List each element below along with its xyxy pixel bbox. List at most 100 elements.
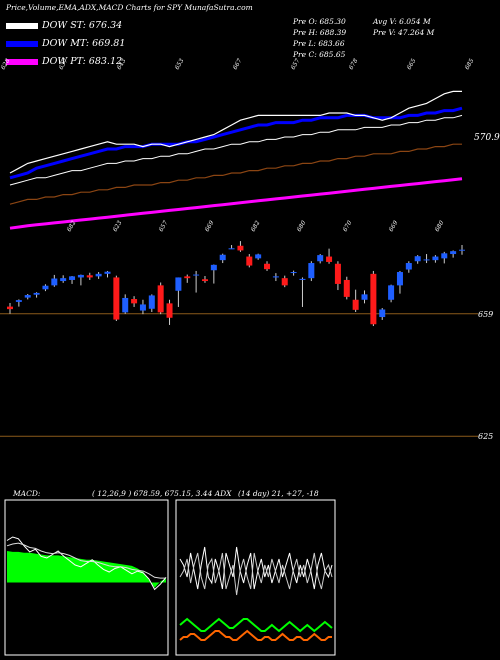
- candle-body-27: [246, 256, 253, 266]
- candle-body-32: [290, 272, 297, 274]
- candle-body-47: [423, 259, 430, 261]
- candle-body-35: [317, 255, 324, 262]
- overlay-tick-label-1: 637: [58, 57, 70, 71]
- overlay-tick-label-7: 665: [406, 57, 418, 71]
- candle-body-9: [86, 275, 93, 278]
- stat-high-value: 688.39: [319, 28, 347, 37]
- adx-plus-di-line: [179, 546, 333, 590]
- candle-body-48: [432, 256, 439, 261]
- candle-body-43: [388, 285, 395, 300]
- candle-body-4: [42, 285, 49, 290]
- candle-body-42: [379, 309, 386, 318]
- overlay-tick-label-4: 667: [232, 57, 244, 71]
- legend-item-st: DOW ST: 676.34: [6, 18, 125, 33]
- overlay-tick-label-5: 657: [290, 57, 302, 71]
- candle-body-18: [166, 303, 173, 318]
- avg-volume: Avg V: 6.054 M: [373, 17, 431, 26]
- ema-legend: DOW ST: 676.34 DOW MT: 669.81 DOW PT: 68…: [6, 18, 125, 72]
- candle-body-25: [228, 248, 235, 250]
- candle-body-45: [405, 263, 412, 270]
- candle-body-49: [441, 253, 448, 259]
- stat-high: Pre H: 688.39: [293, 28, 346, 37]
- chart-title: Price,Volume,EMA,ADX,MACD Charts for SPY…: [6, 3, 253, 12]
- stat-low-label: Pre L:: [293, 39, 316, 48]
- overlay-tick-label-lower-0: 682: [66, 219, 78, 233]
- adx-minus-di-line: [179, 552, 333, 596]
- candle-body-36: [326, 256, 333, 262]
- candle-body-37: [334, 263, 341, 284]
- candle-body-3: [33, 292, 40, 295]
- candle-body-39: [352, 299, 359, 310]
- candle-body-6: [60, 278, 67, 282]
- candle-body-40: [361, 294, 368, 300]
- price-level-label-0: 659: [478, 310, 493, 319]
- candles: [7, 241, 465, 327]
- candle-body-51: [459, 249, 465, 251]
- stat-open-label: Pre O:: [293, 17, 318, 26]
- ema-long-line: [9, 143, 462, 205]
- overlay-tick-label-lower-8: 680: [434, 219, 446, 233]
- candle-body-22: [201, 279, 208, 282]
- macd-values: ( 12,26,9 ) 678.59, 675.15, 3.44 ADX: [92, 489, 232, 498]
- legend-label-pt: DOW PT: 683.12: [42, 56, 123, 67]
- candle-body-13: [122, 297, 129, 313]
- overlay-tick-label-lower-2: 657: [158, 219, 170, 233]
- adx-green-line: [179, 617, 333, 633]
- candle-body-1: [15, 300, 22, 302]
- adx-values: (14 day) 21, +27, -18: [238, 489, 319, 498]
- candle-body-19: [175, 277, 182, 291]
- macd-signal-line: [6, 542, 166, 579]
- candle-body-38: [343, 279, 350, 297]
- stat-open-value: 685.30: [319, 17, 346, 26]
- candle-body-8: [77, 274, 84, 278]
- macd-series: [6, 536, 167, 591]
- candle-body-34: [308, 263, 315, 279]
- candle-body-29: [264, 263, 271, 270]
- candle-body-31: [281, 278, 288, 286]
- macd-line: [6, 536, 167, 591]
- candle-body-17: [157, 285, 164, 313]
- candle-body-10: [95, 273, 102, 277]
- ema-value-label: 570.98: [474, 133, 500, 143]
- ema-lt-line: [9, 114, 463, 186]
- stat-close: Pre C: 685.65: [293, 50, 345, 59]
- price-level-label-1: 625: [478, 432, 493, 441]
- overlay-tick-label-lower-6: 670: [342, 219, 354, 233]
- overlay-tick-label-lower-7: 669: [388, 219, 400, 233]
- candle-body-7: [69, 276, 76, 280]
- macd-histogram: [7, 551, 166, 588]
- candle-body-24: [219, 254, 226, 261]
- overlay-tick-label-lower-3: 669: [204, 219, 216, 233]
- candle-body-41: [370, 273, 377, 325]
- candle-body-2: [24, 295, 31, 298]
- price-levels: 659 625: [0, 310, 493, 441]
- candle-body-50: [450, 251, 457, 255]
- stat-low: Pre L: 683.66: [293, 39, 345, 48]
- overlay-tick-label-lower-1: 623: [112, 219, 124, 233]
- overlay-tick-label-6: 678: [348, 57, 360, 71]
- candle-body-26: [237, 245, 244, 251]
- legend-swatch-pt: [6, 58, 38, 65]
- candle-body-16: [148, 295, 155, 309]
- overlay-tick-label-lower-4: 682: [250, 219, 262, 233]
- stat-close-value: 685.65: [319, 50, 346, 59]
- overlay-tick-label-8: 685: [464, 57, 476, 71]
- overlay-tick-label-2: 643: [116, 57, 128, 71]
- overlay-tick-label-0: 628: [0, 57, 12, 71]
- candle-body-5: [51, 278, 58, 286]
- candle-body-20: [184, 276, 191, 279]
- candle-body-0: [7, 306, 13, 310]
- legend-item-pt: DOW PT: 683.12: [6, 54, 125, 69]
- candle-body-11: [104, 271, 111, 274]
- macd-label: MACD:: [12, 489, 41, 498]
- adx-series: [179, 546, 333, 641]
- prev-volume: Pre V: 47.264 M: [373, 28, 435, 37]
- legend-swatch-st: [6, 22, 38, 29]
- candle-body-28: [255, 254, 262, 259]
- legend-item-mt: DOW MT: 669.81: [6, 36, 125, 51]
- legend-label-mt: DOW MT: 669.81: [42, 38, 126, 49]
- legend-swatch-mt: [6, 40, 38, 47]
- ema-mt-line: [9, 106, 463, 180]
- ema-st-line: [9, 90, 462, 174]
